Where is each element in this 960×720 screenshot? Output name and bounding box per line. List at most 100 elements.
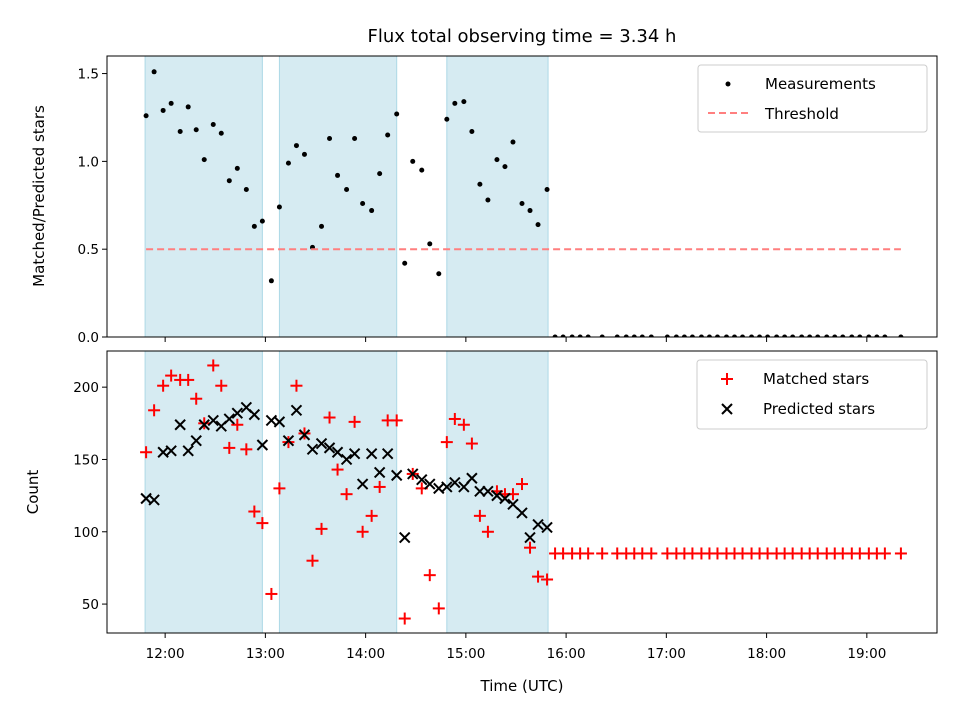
measurements-point [301,151,307,157]
measurements-point [840,334,846,337]
matched-stars-point [256,517,269,530]
measurements-point [782,334,788,337]
measurements-point [377,171,383,177]
predicted-stars-point [491,489,503,502]
predicted-stars-point [524,531,536,544]
measurements-point [160,107,166,113]
measurements-point [874,334,880,337]
predicted-stars-point-b [390,469,403,482]
measurements-point [623,334,629,337]
matched-stars-point [541,573,554,586]
measurements-point [218,130,224,136]
predicted-stars-point [340,453,353,466]
predicted-stars-point [165,445,177,457]
matched-stars-point [448,412,461,425]
predicted-stars-point-b [315,437,328,450]
predicted-stars-point [207,414,219,427]
measurements-point [866,334,872,337]
predicted-stars-point-b [356,478,369,490]
predicted-stars-point-b [165,445,177,457]
measurements-point [185,104,191,110]
matched-stars-point [481,525,494,538]
measurements-point [226,178,232,184]
measurements-point [673,334,679,337]
matched-stars-point [365,509,378,522]
measurements-point [485,197,491,203]
predicted-stars-point-b [207,414,219,427]
bottom-frame [106,350,938,634]
predicted-stars-point [532,518,544,531]
matched-stars-point [282,436,295,449]
measurements-point [681,334,687,337]
x-axis-label: Time (UTC) [480,677,564,695]
measurements-point [765,334,771,337]
predicted-stars-point-b [491,489,503,502]
predicted-stars-point [516,507,528,519]
measurements-point [234,165,240,171]
measurements-point [394,111,400,117]
predicted-stars-point [148,494,160,506]
predicted-stars-point-b [482,485,494,497]
predicted-stars-point-b [524,531,536,544]
measurements-point [193,127,199,133]
predicted-stars-point-b [381,447,394,460]
predicted-stars-point-b [340,453,353,466]
bottom-y-tick-label: 150 [73,452,99,468]
bottom-y-tick-label: 100 [73,525,99,541]
matched-stars-point [148,404,161,417]
matched-stars-point [390,414,403,427]
predicted-stars-point-b [273,416,286,428]
measurements-point [857,334,863,337]
predicted-stars-point [541,521,553,534]
predicted-stars-point-b [248,408,261,421]
predicted-stars-point-b [416,474,428,486]
measurements-point [560,334,566,337]
matched-stars-point [323,411,336,424]
measurements-point [774,334,780,337]
matched-stars-point [273,482,286,495]
matched-stars-point [516,478,528,491]
predicted-stars-point [449,476,461,489]
measurements-point [732,334,738,337]
chart-title: Flux total observing time = 3.34 h [368,26,677,47]
bottom-y-tick-label: 50 [82,597,99,613]
predicted-stars-point-b [331,446,344,458]
matched-stars-point [231,418,244,431]
predicted-stars-point-b [424,478,436,490]
measurements-point [360,201,366,207]
top-observing-window [278,55,398,338]
measurements-point [452,100,458,106]
predicted-stars-point-b [182,445,194,457]
matched-stars-point [265,587,278,600]
measurements-point [251,223,257,229]
bottom-x-tick-label: 19:00 [847,646,886,662]
predicted-legend-marker [721,403,733,415]
matched-stars-point [582,547,595,560]
predicted-stars-point [231,407,244,419]
measurements-point [210,121,216,127]
predicted-stars-point [399,531,411,544]
predicted-stars-point [356,478,369,490]
measurements-point [544,186,550,192]
predicted-stars-point-b [298,429,311,441]
measurements-legend-marker [725,81,731,87]
measurements-point [510,139,516,145]
predicted-stars-point [290,404,303,416]
measurements-point [614,334,620,337]
predicted-stars-point-b [348,447,361,460]
matched-stars-point [894,547,907,560]
bottom-legend: Matched stars Predicted stars [696,359,928,430]
matched-stars-point [473,509,486,522]
predicted-stars-point-b [240,401,253,414]
measurements-point [569,334,575,337]
bottom-observing-window [278,350,398,634]
matched-stars-point [348,415,361,428]
bottom-y-tick-label: 200 [73,380,99,396]
matched-stars-point [532,570,545,583]
bottom-observing-window [144,350,263,634]
matched-stars-point [240,443,253,456]
matched-stars-point [878,547,891,560]
predicted-stars-point [248,408,261,421]
matched-stars-point [645,547,658,560]
